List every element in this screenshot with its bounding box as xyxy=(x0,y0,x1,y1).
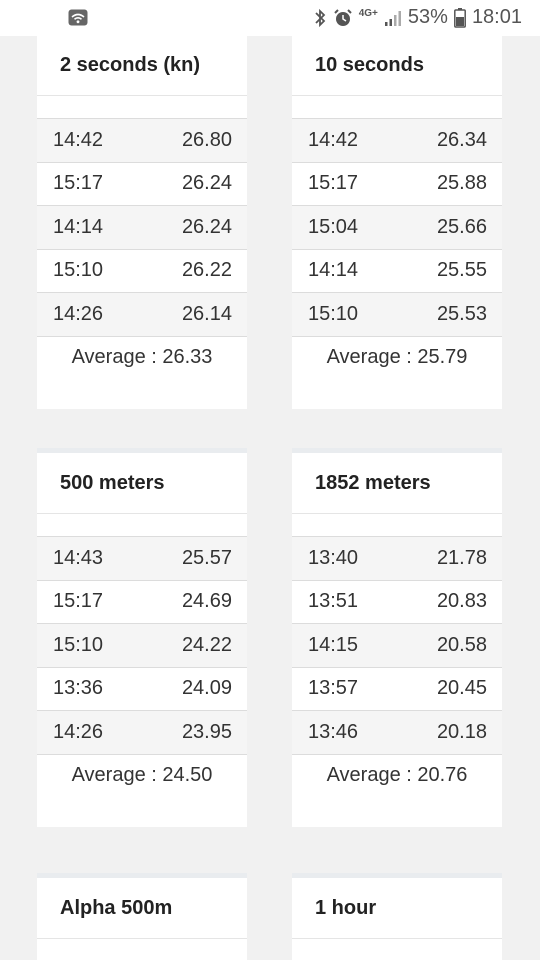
row-value: 26.34 xyxy=(436,128,487,151)
card-title: 1 hour xyxy=(292,873,502,939)
battery-icon xyxy=(453,7,466,28)
card-title: 2 seconds (kn) xyxy=(37,36,247,96)
table-row: 13:46 20.18 xyxy=(292,711,502,755)
row-time: 13:46 xyxy=(308,720,359,743)
network-type: 4G+ xyxy=(358,7,378,19)
row-value: 25.53 xyxy=(436,302,487,325)
table-row: 14:26 23.95 xyxy=(37,711,247,755)
table-row: 13:36 24.09 xyxy=(37,668,247,711)
row-value: 21.78 xyxy=(436,546,487,569)
card-spacer xyxy=(37,939,247,960)
row-value: 20.18 xyxy=(436,720,487,743)
card-title: Alpha 500m xyxy=(37,873,247,939)
row-time: 15:10 xyxy=(53,633,104,656)
table-row: 13:51 20.83 xyxy=(292,581,502,624)
row-value: 20.45 xyxy=(436,677,487,700)
row-value: 25.88 xyxy=(436,172,487,195)
table-row: 14:26 26.14 xyxy=(37,293,247,337)
row-time: 13:36 xyxy=(53,677,104,700)
row-value: 24.09 xyxy=(181,677,232,700)
clock-time: 18:01 xyxy=(471,6,522,28)
row-time: 15:04 xyxy=(308,215,359,238)
row-time: 15:10 xyxy=(53,259,104,282)
row-value: 26.24 xyxy=(181,172,232,195)
card-spacer xyxy=(292,96,502,119)
average-label: Average : 25.79 xyxy=(326,346,468,368)
row-value: 20.83 xyxy=(436,590,487,613)
average-label: Average : 24.50 xyxy=(71,764,213,786)
row-value: 25.55 xyxy=(436,259,487,282)
row-time: 14:26 xyxy=(53,302,104,325)
card-2-seconds: 2 seconds (kn) 14:42 26.80 15:17 26.24 1… xyxy=(37,36,247,409)
card-title: 10 seconds xyxy=(292,36,502,96)
row-value: 23.95 xyxy=(181,720,232,743)
card-footer xyxy=(292,379,502,409)
row-time: 15:17 xyxy=(53,172,104,195)
card-alpha-500m: Alpha 500m xyxy=(37,873,247,960)
table-row: 14:43 25.57 xyxy=(37,537,247,581)
wifi-icon xyxy=(68,9,88,26)
row-time: 13:40 xyxy=(308,546,359,569)
card-spacer xyxy=(37,514,247,537)
average-label: Average : 26.33 xyxy=(71,346,213,368)
card-footer xyxy=(37,379,247,409)
row-time: 14:15 xyxy=(308,633,359,656)
table-row: 14:42 26.80 xyxy=(37,119,247,163)
table-row: 14:14 26.24 xyxy=(37,206,247,250)
card-title: 500 meters xyxy=(37,448,247,514)
table-row: 13:57 20.45 xyxy=(292,668,502,711)
table-row: 15:10 25.53 xyxy=(292,293,502,337)
row-value: 20.58 xyxy=(436,633,487,656)
row-time: 15:17 xyxy=(308,172,359,195)
row-time: 14:42 xyxy=(308,128,359,151)
row-time: 14:14 xyxy=(53,215,104,238)
card-10-seconds: 10 seconds 14:42 26.34 15:17 25.88 15:04… xyxy=(292,36,502,409)
table-row: 14:14 25.55 xyxy=(292,250,502,293)
card-500-meters: 500 meters 14:43 25.57 15:17 24.69 15:10… xyxy=(37,448,247,827)
row-value: 26.24 xyxy=(181,215,232,238)
row-value: 26.22 xyxy=(181,259,232,282)
table-row: 15:17 25.88 xyxy=(292,163,502,206)
row-time: 13:51 xyxy=(308,590,359,613)
table-row: 14:42 26.34 xyxy=(292,119,502,163)
row-time: 14:43 xyxy=(53,546,104,569)
table-row: 15:17 26.24 xyxy=(37,163,247,206)
table-row: 15:10 26.22 xyxy=(37,250,247,293)
table-row: 13:40 21.78 xyxy=(292,537,502,581)
card-footer xyxy=(292,797,502,827)
card-spacer xyxy=(292,939,502,960)
average-label: Average : 20.76 xyxy=(326,764,468,786)
table-row: 14:15 20.58 xyxy=(292,624,502,668)
card-title: 1852 meters xyxy=(292,448,502,514)
card-footer xyxy=(37,797,247,827)
row-time: 14:42 xyxy=(53,128,104,151)
row-time: 15:10 xyxy=(308,302,359,325)
row-value: 26.80 xyxy=(181,128,232,151)
status-bar: 4G+ 53% 18:01 xyxy=(0,0,540,36)
row-time: 14:14 xyxy=(308,259,359,282)
row-time: 14:26 xyxy=(53,720,104,743)
results-content[interactable]: 2 seconds (kn) 14:42 26.80 15:17 26.24 1… xyxy=(0,36,540,960)
card-spacer xyxy=(37,96,247,119)
card-spacer xyxy=(292,514,502,537)
row-time: 13:57 xyxy=(308,677,359,700)
row-time: 15:17 xyxy=(53,590,104,613)
row-value: 25.57 xyxy=(181,546,232,569)
table-row: 15:17 24.69 xyxy=(37,581,247,624)
battery-percent: 53% xyxy=(407,6,448,28)
table-row: 15:10 24.22 xyxy=(37,624,247,668)
row-value: 26.14 xyxy=(181,302,232,325)
row-value: 24.22 xyxy=(181,633,232,656)
signal-icon xyxy=(384,9,402,27)
table-row: 15:04 25.66 xyxy=(292,206,502,250)
card-1-hour: 1 hour xyxy=(292,873,502,960)
alarm-icon xyxy=(333,8,353,28)
bluetooth-icon xyxy=(313,8,327,28)
row-value: 24.69 xyxy=(181,590,232,613)
card-1852-meters: 1852 meters 13:40 21.78 13:51 20.83 14:1… xyxy=(292,448,502,827)
row-value: 25.66 xyxy=(436,215,487,238)
